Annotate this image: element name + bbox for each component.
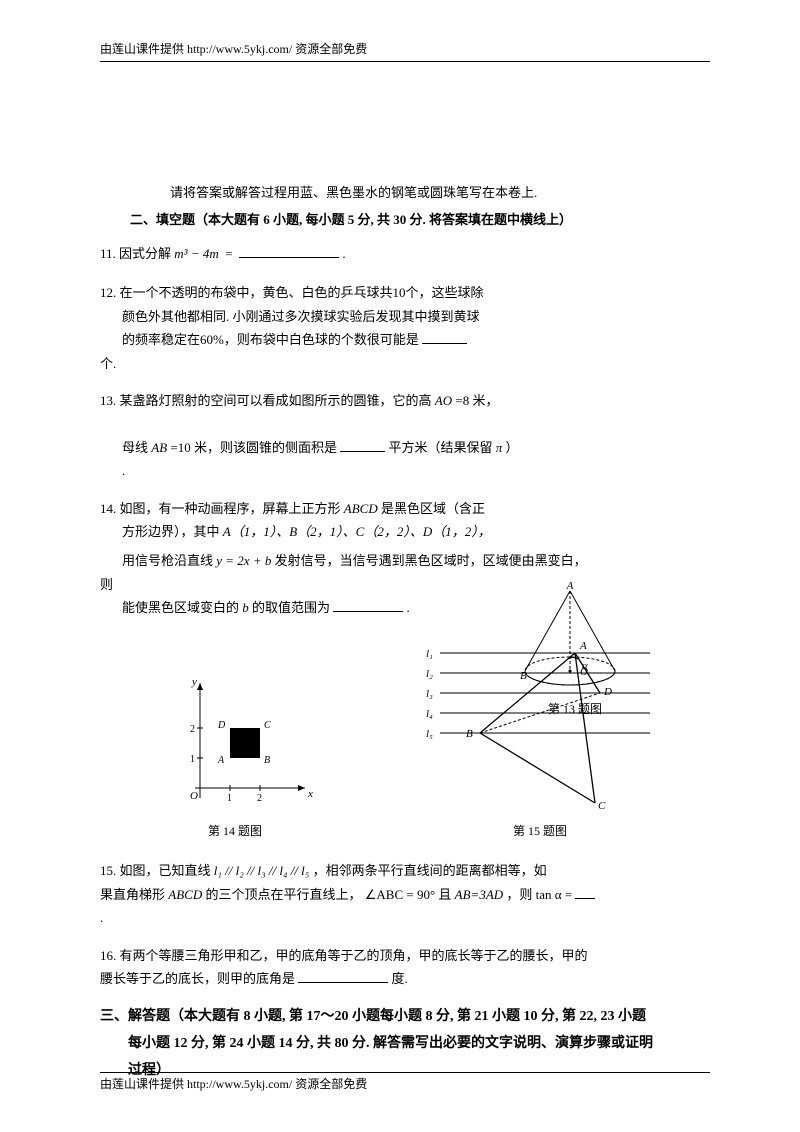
q14-l3a: 用信号枪沿直线 [122, 553, 216, 568]
q15-l2c: 且 [438, 887, 454, 902]
figure-15-caption: 第 15 题图 [420, 822, 660, 839]
q15-l2d: ，则 [506, 887, 535, 902]
q13-l1b: =8 米， [455, 393, 498, 408]
question-12: 12. 在一个不透明的布袋中，黄色、白色的乒乓球共10个，这些球除 颜色外其他都… [100, 281, 520, 375]
q11-formula: m³ − 4m [174, 246, 218, 261]
figure-13-caption: 第 13 题图 [510, 700, 640, 717]
q14-l1a: 14. 如图，有一种动画程序，屏幕上正方形 [100, 501, 344, 516]
q13-l1: 13. 某盏路灯照射的空间可以看成如图所示的圆锥，它的高 [100, 393, 435, 408]
figure-13: A B O 第 13 题图 [510, 581, 640, 717]
svg-text:C: C [264, 720, 271, 731]
q16-l1: 16. 有两个等腰三角形甲和乙，甲的底角等于乙的顶角，甲的底长等于乙的腰长，甲的 [100, 948, 588, 963]
svg-text:O: O [580, 666, 588, 678]
q15-lines: l₁ // l₂ // l₃ // l₄ // l₅ [214, 863, 310, 878]
q15-dot: . [100, 910, 103, 925]
q14-formula: y = 2x + b [216, 553, 271, 568]
q14-l3b: 发射信号，当信号遇到黑色区域时，区域便由黑变白， [275, 553, 587, 568]
svg-text:B: B [466, 728, 473, 740]
svg-text:l₃: l₃ [426, 688, 433, 700]
q15-angle: ∠ABC = 90° [365, 887, 435, 902]
q11-dot: . [342, 246, 345, 261]
svg-text:1: 1 [190, 754, 195, 765]
q16-blank [298, 970, 388, 983]
q14-pts: A（1，1）、B（2，1）、C（2，2）、D（1，2）， [223, 524, 491, 539]
q15-abcd: ABCD [168, 887, 202, 902]
q15-ab3ad: AB=3AD [455, 887, 503, 902]
svg-text:l₄: l₄ [426, 708, 433, 720]
svg-text:C: C [598, 800, 606, 812]
q14-l2a: 方形边界），其中 [122, 524, 223, 539]
page-header: 由莲山课件提供 http://www.5ykj.com/ 资源全部免费 [100, 40, 710, 62]
q15-l1b: ，相邻两条平行直线间的距离都相等，如 [313, 863, 547, 878]
figure-14: x y O 1 2 1 2 A B C D 第 14 题图 [150, 673, 320, 839]
svg-text:B: B [520, 670, 527, 682]
q13-dot: . [122, 463, 125, 478]
q13-ab: AB [151, 440, 167, 455]
question-16: 16. 有两个等腰三角形甲和乙，甲的底角等于乙的顶角，甲的底长等于乙的腰长，甲的… [100, 944, 710, 991]
s3-l2: 每小题 12 分, 第 24 小题 14 分, 共 80 分. 解答需写出必要的… [128, 1036, 653, 1051]
svg-text:1: 1 [227, 793, 232, 804]
section-2-title: 二、填空题（本大题有 6 小题, 每小题 5 分, 共 30 分. 将答案填在题… [130, 209, 710, 228]
q12-q13-block: A B O 第 13 题图 12. 在一个不透明的布袋中，黄色、白色的乒乓球共1… [100, 281, 710, 482]
q14-l5a: 能使黑色区域变白的 [122, 600, 242, 615]
s3-l1: 三、解答题（本大题有 8 小题, 第 17～20 小题每小题 8 分, 第 21… [100, 1009, 646, 1024]
svg-text:O: O [190, 790, 198, 802]
svg-text:y: y [191, 676, 197, 688]
svg-text:B: B [264, 755, 270, 766]
q12-l2: 颜色外其他都相同. 小刚通过多次摸球实验后发现其中摸到黄球 [122, 309, 480, 324]
q13-l2a: 母线 [122, 440, 151, 455]
q15-l1a: 15. 如图，已知直线 [100, 863, 214, 878]
q14-blank [333, 599, 403, 612]
question-13: 13. 某盏路灯照射的空间可以看成如图所示的圆锥，它的高 AO =8 米， 母线… [100, 389, 710, 483]
q11-eq: = [225, 246, 232, 261]
q14-l1b: 是黑色区域（含正 [381, 501, 485, 516]
q16-l2a: 腰长等于乙的底长，则甲的底角是 [100, 971, 295, 986]
question-15: 15. 如图，已知直线 l₁ // l₂ // l₃ // l₄ // l₅ ，… [100, 859, 710, 929]
q15-l2a: 果直角梯形 [100, 887, 168, 902]
q16-l2b: 度. [392, 971, 408, 986]
q12-blank [422, 331, 467, 344]
svg-text:x: x [307, 788, 313, 800]
cone-svg: A B O [510, 581, 630, 691]
q12-l4: 个. [100, 356, 116, 371]
svg-text:2: 2 [257, 793, 262, 804]
svg-text:2: 2 [190, 724, 195, 735]
q15-blank [575, 886, 595, 899]
q15-eq: = [565, 887, 572, 902]
q13-blank [340, 439, 385, 452]
q15-l2b: 的三个顶点在平行直线上， [205, 887, 361, 902]
q11-prefix: 11. 因式分解 [100, 246, 171, 261]
svg-text:l₅: l₅ [426, 728, 433, 740]
fig14-svg: x y O 1 2 1 2 A B C D [150, 673, 320, 813]
q13-l2d: ） [506, 440, 519, 455]
q13-l2b: =10 米，则该圆锥的侧面积是 [170, 440, 337, 455]
svg-text:A: A [217, 755, 225, 766]
page: 由莲山课件提供 http://www.5ykj.com/ 资源全部免费 请将答案… [0, 0, 800, 1124]
svg-text:l₂: l₂ [426, 668, 433, 680]
q15-tan: tan α [536, 887, 562, 902]
q12-l1: 12. 在一个不透明的布袋中，黄色、白色的乒乓球共10个，这些球除 [100, 285, 484, 300]
page-footer: 由莲山课件提供 http://www.5ykj.com/ 资源全部免费 [100, 1072, 710, 1092]
q14-b: b [242, 600, 249, 615]
q14-l5b: 的取值范围为 [252, 600, 330, 615]
q14-l4: 则 [100, 577, 113, 592]
q14-dot: . [407, 600, 410, 615]
svg-text:D: D [217, 720, 226, 731]
q11-blank [239, 245, 339, 258]
q13-l2c: 平方米（结果保留 [389, 440, 496, 455]
figure-14-caption: 第 14 题图 [150, 822, 320, 839]
svg-text:l₁: l₁ [426, 648, 433, 660]
svg-text:A: A [566, 581, 574, 592]
q12-l3: 的频率稳定在60%，则布袋中白色球的个数很可能是 [122, 332, 419, 347]
intro-text: 请将答案或解答过程用蓝、黑色墨水的钢笔或圆珠笔写在本卷上. [170, 182, 710, 201]
q13-ao: AO [435, 393, 452, 408]
q13-pi: π [496, 440, 503, 455]
question-11: 11. 因式分解 m³ − 4m = . [100, 242, 710, 265]
q14-abcd: ABCD [344, 501, 378, 516]
